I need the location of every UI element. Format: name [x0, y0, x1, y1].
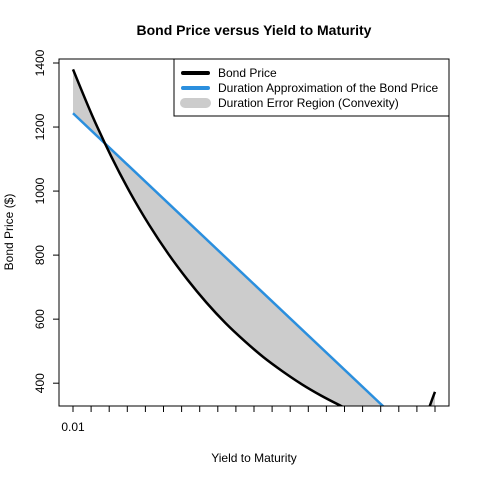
duration-approximation-line	[72, 112, 385, 406]
y-tick-label: 600	[33, 309, 47, 329]
y-tick-label: 1000	[33, 177, 47, 204]
convexity-error-region	[73, 69, 435, 406]
legend-label-duration: Duration Approximation of the Bond Price	[218, 81, 438, 95]
bond-price-line	[71, 68, 437, 406]
y-tick-label: 400	[33, 373, 47, 393]
y-tick-label: 1200	[33, 113, 47, 140]
y-tick-label: 1400	[33, 49, 47, 76]
legend-label-bond-price: Bond Price	[218, 66, 277, 80]
y-axis-label: Bond Price ($)	[2, 194, 16, 271]
legend: Bond Price Duration Approximation of the…	[173, 58, 450, 117]
plot-area	[71, 68, 437, 406]
y-axis: 400 600 800 1000 1200 1400	[33, 49, 59, 393]
legend-box	[173, 58, 450, 117]
x-axis: 0.01	[61, 406, 436, 434]
x-axis-label: Yield to Maturity	[211, 451, 297, 465]
legend-label-convexity: Duration Error Region (Convexity)	[218, 96, 399, 110]
chart-title: Bond Price versus Yield to Maturity	[137, 22, 372, 38]
x-tick-label: 0.01	[61, 420, 85, 434]
y-tick-label: 800	[33, 245, 47, 265]
